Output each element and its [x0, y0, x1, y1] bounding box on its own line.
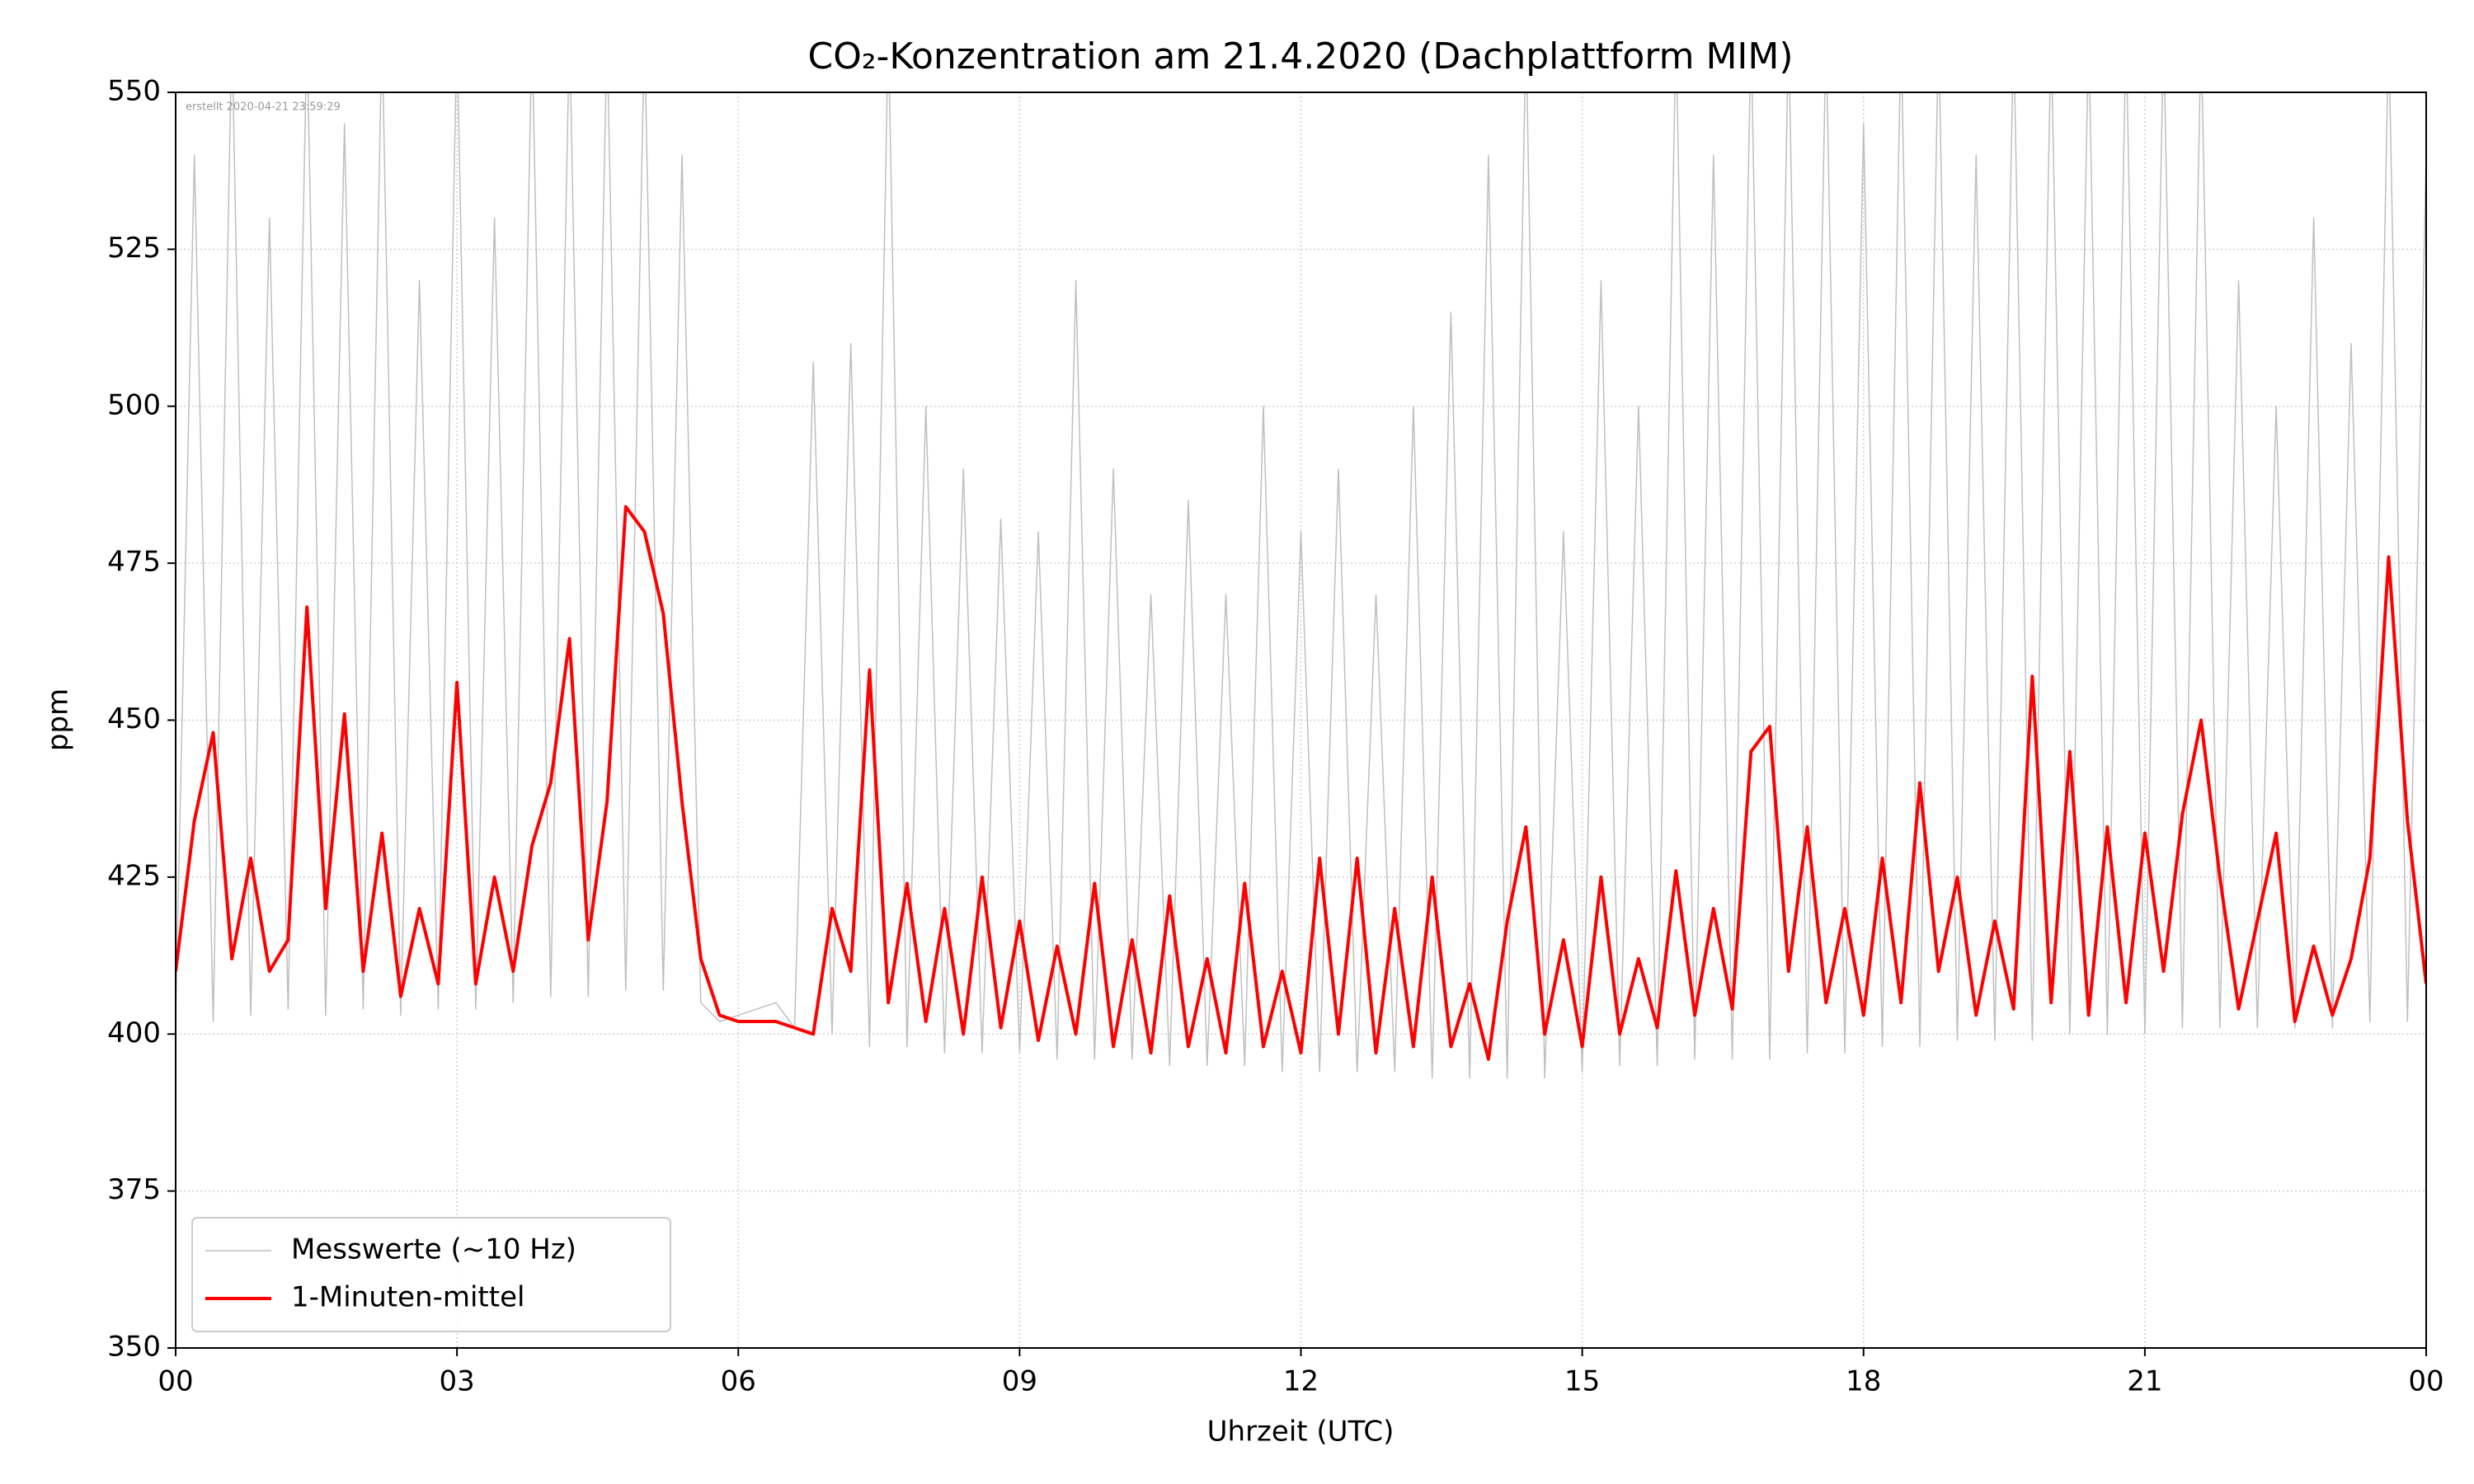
x-tick-label: 06 [721, 1365, 756, 1398]
x-tick-label: 18 [1846, 1365, 1881, 1398]
chart-title: CO₂-Konzentration am 21.4.2020 (Dachplat… [807, 35, 1793, 77]
x-tick-label: 00 [158, 1365, 193, 1398]
x-tick-label: 00 [2408, 1365, 2443, 1398]
plot-frame [175, 92, 2427, 1349]
x-tick-label: 12 [1283, 1365, 1319, 1398]
x-tick-label: 21 [2127, 1365, 2162, 1398]
y-tick-label: 525 [107, 232, 161, 265]
x-tick-label: 03 [439, 1365, 474, 1398]
y-tick-label: 475 [107, 546, 161, 579]
legend-label: Messwerte (~10 Hz) [291, 1233, 576, 1266]
x-tick-label: 15 [1564, 1365, 1600, 1398]
data-line [176, 505, 2426, 1061]
y-tick-label: 425 [107, 859, 161, 892]
y-tick-label: 450 [107, 702, 161, 735]
x-tick-label: 09 [1002, 1365, 1037, 1398]
legend-label: 1-Minuten-mittel [291, 1281, 524, 1314]
y-tick-label: 400 [107, 1017, 161, 1050]
y-tick-label: 375 [107, 1173, 161, 1206]
y-axis-label: ppm [42, 688, 75, 751]
plot-area [176, 92, 2426, 1079]
legend-box [191, 1217, 671, 1332]
y-tick-label: 500 [107, 388, 161, 421]
annotation: erstellt 2020-04-21 23:59:29 [186, 101, 341, 114]
y-tick-label: 350 [107, 1331, 161, 1364]
data-line [176, 92, 2426, 1079]
x-axis-label: Uhrzeit (UTC) [1207, 1416, 1395, 1449]
y-tick-label: 550 [107, 75, 161, 108]
